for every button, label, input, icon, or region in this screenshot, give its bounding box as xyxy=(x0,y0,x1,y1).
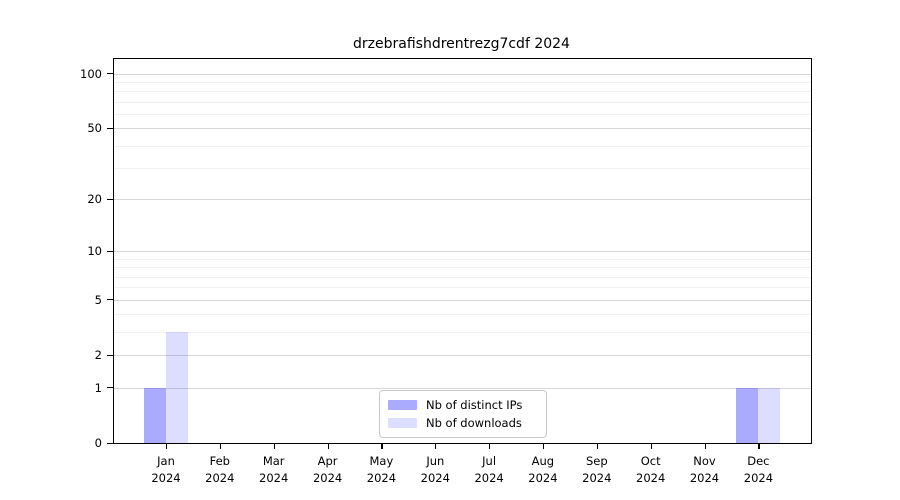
x-tick-label: Oct 2024 xyxy=(623,453,679,486)
x-tick-label: Jan 2024 xyxy=(138,453,194,486)
x-tick-year: 2024 xyxy=(743,470,774,485)
x-tick-mark xyxy=(166,443,168,449)
y-tick-label: 10 xyxy=(87,244,102,259)
x-tick-label: Dec 2024 xyxy=(730,453,786,486)
y-tick-label: 5 xyxy=(94,292,102,307)
x-tick-label: Aug 2024 xyxy=(515,453,571,486)
y-tick-label: 2 xyxy=(94,348,102,363)
x-tick-label: Jun 2024 xyxy=(407,453,463,486)
x-tick-month: Jul xyxy=(482,454,497,468)
plot-area: 0 1 2 5 10 20 50 100 Jan 2024 Feb 2024 Mar 2024 Apr 202… xyxy=(80,58,812,485)
x-tick-year: 2024 xyxy=(582,470,612,485)
x-tick-mark xyxy=(650,443,652,449)
gridline-major xyxy=(114,73,811,75)
x-tick-mark xyxy=(435,443,437,449)
x-tick-mark xyxy=(758,443,760,449)
gridline-minor xyxy=(114,145,811,147)
bar xyxy=(736,387,759,443)
y-tick-mark xyxy=(107,198,113,201)
y-tick-label: 1 xyxy=(94,380,102,395)
x-tick-month: May xyxy=(369,454,394,468)
x-tick-month: Nov xyxy=(693,454,716,468)
x-tick-mark xyxy=(219,443,221,449)
y-tick-label: 100 xyxy=(80,66,102,81)
x-tick-year: 2024 xyxy=(474,470,504,485)
chart-title: drzebrafishdrentrezg7cdf 2024 xyxy=(353,36,570,52)
x-tick-label: Feb 2024 xyxy=(192,453,248,486)
gridline-minor xyxy=(114,82,811,84)
y-tick-label: 20 xyxy=(87,192,102,207)
gridline-major xyxy=(114,199,811,201)
gridline-minor xyxy=(114,332,811,334)
gridline-major xyxy=(114,387,811,389)
x-tick-month: Jan xyxy=(157,454,175,468)
gridline-minor xyxy=(114,114,811,116)
x-tick-label: Nov 2024 xyxy=(677,453,733,486)
gridline-major xyxy=(114,299,811,301)
x-tick-year: 2024 xyxy=(205,470,235,485)
x-tick-year: 2024 xyxy=(151,470,181,485)
gridline-minor xyxy=(114,91,811,93)
x-tick-month: Dec xyxy=(747,454,770,468)
legend-label: Nb of distinct IPs xyxy=(426,398,523,412)
x-tick-year: 2024 xyxy=(366,470,397,485)
x-tick-mark xyxy=(381,443,383,449)
y-tick-mark xyxy=(107,442,113,444)
y-tick-mark xyxy=(107,387,113,389)
y-tick-mark xyxy=(107,354,113,356)
x-tick-label: Sep 2024 xyxy=(569,453,625,486)
gridline-minor xyxy=(114,314,811,316)
legend-item: Nb of downloads xyxy=(388,416,538,430)
y-tick-mark xyxy=(107,299,113,301)
gridline-minor xyxy=(114,276,811,278)
x-tick-year: 2024 xyxy=(312,470,343,485)
x-tick-label: May 2024 xyxy=(353,453,409,486)
bar xyxy=(758,387,781,443)
x-tick-mark xyxy=(327,443,329,449)
y-tick-mark xyxy=(107,250,113,252)
y-tick-label: 50 xyxy=(87,121,102,136)
x-tick-label: Apr 2024 xyxy=(300,453,356,486)
y-tick-label: 0 xyxy=(94,436,102,450)
gridline-major xyxy=(114,128,811,130)
x-tick-mark xyxy=(704,443,706,449)
x-tick-year: 2024 xyxy=(636,470,666,485)
x-tick-month: Apr xyxy=(317,454,338,468)
legend-swatch xyxy=(388,400,417,410)
legend-label: Nb of downloads xyxy=(426,416,522,430)
x-tick-mark xyxy=(273,443,275,449)
x-tick-mark xyxy=(489,443,491,449)
bar xyxy=(144,387,166,443)
x-tick-year: 2024 xyxy=(528,470,558,485)
x-tick-year: 2024 xyxy=(259,470,289,485)
gridline-major xyxy=(114,251,811,253)
legend-item: Nb of distinct IPs xyxy=(388,398,538,412)
x-tick-month: Aug xyxy=(531,454,555,468)
x-tick-month: Feb xyxy=(209,454,230,468)
legend: Nb of distinct IPs Nb of downloads xyxy=(379,390,547,438)
x-tick-mark xyxy=(596,443,598,449)
x-tick-month: Sep xyxy=(585,454,608,468)
y-tick-mark xyxy=(107,73,113,75)
x-tick-month: Jun xyxy=(426,454,445,468)
x-tick-year: 2024 xyxy=(420,470,450,485)
gridline-minor xyxy=(114,168,811,170)
gridline-major xyxy=(114,355,811,357)
bar xyxy=(166,332,188,443)
gridline-minor xyxy=(114,267,811,269)
x-tick-year: 2024 xyxy=(689,470,720,485)
legend-swatch xyxy=(388,418,417,428)
x-tick-label: Mar 2024 xyxy=(246,453,302,486)
x-tick-mark xyxy=(542,443,545,449)
x-tick-month: Oct xyxy=(640,454,661,468)
y-tick-mark xyxy=(107,127,113,130)
gridline-minor xyxy=(114,287,811,289)
gridline-minor xyxy=(114,258,811,260)
x-tick-label: Jul 2024 xyxy=(461,453,517,486)
gridline-minor xyxy=(114,102,811,103)
x-tick-month: Mar xyxy=(262,454,285,468)
